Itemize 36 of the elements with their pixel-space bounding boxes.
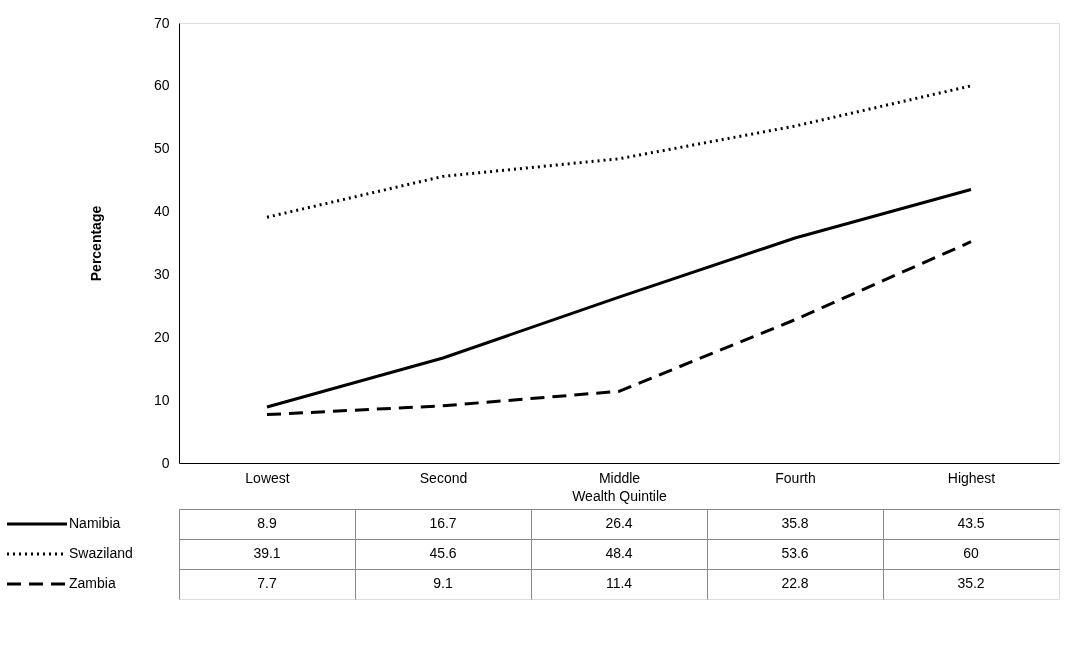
data-label: 43.5: [957, 515, 985, 531]
data-label: 60: [963, 545, 979, 561]
x-tick-label: Highest: [947, 469, 996, 486]
data-label: 48.4: [605, 545, 633, 561]
y-tick-label: 50: [153, 140, 170, 157]
data-label: 8.9: [257, 515, 277, 531]
line-series: [265, 240, 973, 417]
x-tick-label: Fourth: [775, 469, 816, 486]
data-label: 39.1: [253, 545, 281, 561]
data-label: 35.8: [781, 515, 809, 531]
data-label: 45.6: [429, 545, 457, 561]
y-tick-label: 70: [153, 14, 170, 31]
line-series: [265, 188, 973, 409]
y-tick-label: 20: [153, 328, 170, 345]
y-tick-label: 10: [153, 391, 170, 408]
data-label: 53.6: [781, 545, 809, 561]
data-label: 16.7: [429, 515, 457, 531]
y-axis-title: Percentage: [87, 205, 104, 282]
data-label: 26.4: [605, 515, 633, 531]
line-series: [265, 84, 973, 219]
x-tick-label: Lowest: [245, 469, 290, 486]
data-label: 22.8: [781, 575, 809, 591]
legend-label: Zambia: [69, 575, 116, 591]
y-tick-label: 30: [153, 265, 170, 282]
y-tick-label: 0: [161, 454, 170, 471]
data-label: 9.1: [433, 575, 453, 591]
data-label: 7.7: [257, 575, 277, 591]
legend-label: Swaziland: [69, 545, 133, 561]
data-label: 11.4: [605, 575, 633, 591]
data-label: 35.2: [957, 575, 985, 591]
y-tick-label: 60: [153, 77, 170, 94]
x-axis-title: Wealth Quintile: [572, 487, 668, 504]
legend-label: Namibia: [69, 515, 121, 531]
x-tick-label: Second: [419, 469, 468, 486]
x-tick-label: Middle: [598, 469, 641, 486]
y-tick-label: 40: [153, 203, 170, 220]
